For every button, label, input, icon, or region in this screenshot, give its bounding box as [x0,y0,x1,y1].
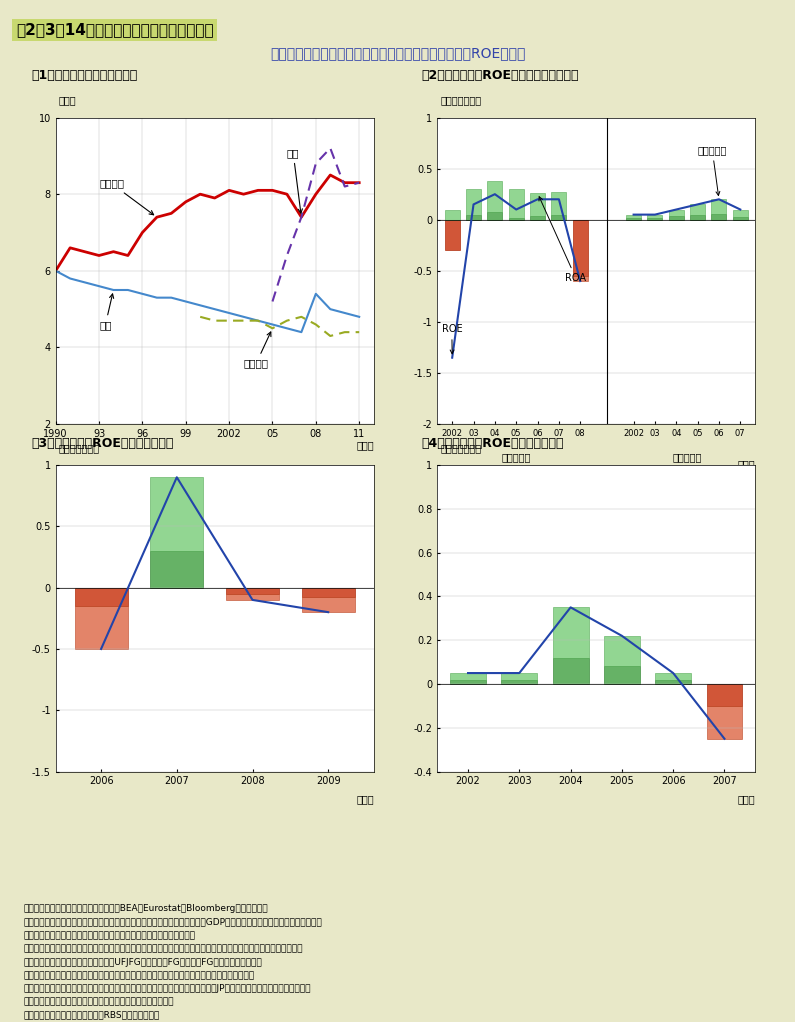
Bar [552,192,566,215]
Bar [733,210,748,217]
Bar [75,588,127,606]
Bar [690,204,705,215]
Bar [444,210,460,220]
Bar [572,220,588,276]
Text: ３．（２）～（４）におけるレバレッジは総資産／普通株式資本。各国に含まれる金融機関は以下の通り。: ３．（２）～（４）におけるレバレッジは総資産／普通株式資本。各国に含まれる金融機… [24,944,304,954]
Bar [553,658,588,684]
Bar [226,594,279,600]
Text: 旧投資銀行: 旧投資銀行 [502,452,531,462]
Bar [733,217,748,220]
Bar [466,189,481,215]
Text: ROE: ROE [441,324,462,354]
Text: （前年比、％）: （前年比、％） [59,443,100,453]
Bar [75,606,127,649]
Bar [530,216,545,220]
Bar [553,607,588,658]
Text: バニー、ウェルズ・ファーゴ: バニー、ウェルズ・ファーゴ [24,997,174,1007]
Bar [466,215,481,220]
Bar [530,193,545,216]
Text: レバレッジ: レバレッジ [698,145,727,195]
Bar [226,588,279,594]
Bar [707,706,743,739]
Bar [647,218,662,220]
Text: （2）金融機関のROEの推移（アメリカ）: （2）金融機関のROEの推移（アメリカ） [421,69,579,83]
Bar [302,598,355,612]
Text: 第2－3－14図　各国の金融部門の付加価値: 第2－3－14図 各国の金融部門の付加価値 [16,22,214,38]
Text: （％）: （％） [59,95,76,105]
Text: （3）金融機関のROEの推移（日本）: （3）金融機関のROEの推移（日本） [32,437,174,451]
Bar [655,673,691,680]
Text: アメリカ・英国においては、レバレッジの拡大によりROEが拡大: アメリカ・英国においては、レバレッジの拡大によりROEが拡大 [270,46,525,60]
Bar [444,220,460,250]
Bar [502,673,537,680]
Bar [150,551,204,588]
Text: ROA: ROA [539,196,586,283]
Text: ユーロ圏: ユーロ圏 [243,332,271,369]
Bar [690,215,705,220]
Text: ２．（１）では、日本は純付加価値、それ以外は粗付加価値の名目GDP比。ただし、日本以外は年金基金が金融: ２．（１）では、日本は純付加価値、それ以外は粗付加価値の名目GDP比。ただし、日… [24,918,323,927]
Bar [487,212,502,220]
Bar [712,199,727,214]
Text: （1）金融セクターの付加価値: （1）金融セクターの付加価値 [32,69,138,83]
Text: （備考）１．内閣府「国民経済計算」、BEA、Eurostat、Bloombergにより作成。: （備考）１．内閣府「国民経済計算」、BEA、Eurostat、Bloomberg… [24,904,269,914]
Bar [502,680,537,684]
Bar [669,210,684,216]
Text: （年）: （年） [738,459,755,469]
Bar [509,189,524,218]
Text: 日本　　　　　　　：三菱UFJFG・三井住友FG・みずほFG・三井住友信託銀行: 日本 ：三菱UFJFG・三井住友FG・みずほFG・三井住友信託銀行 [24,958,262,967]
Bar [487,181,502,212]
Text: アメリカ（旧商業銀行）：シティバンク、バンク・オブ・アメリカ、JPモルガン・チェース・アンド・カン: アメリカ（旧商業銀行）：シティバンク、バンク・オブ・アメリカ、JPモルガン・チェ… [24,984,312,993]
Text: （年）: （年） [356,794,374,804]
Bar [626,215,641,218]
Bar [150,477,204,551]
Bar [552,215,566,220]
Bar [604,636,640,666]
Bar [604,666,640,684]
Bar [509,218,524,220]
Bar [302,588,355,598]
Text: アメリカ（旧投資銀行）：ゴールドマン・サックスグループ、モルガン・スタンレー: アメリカ（旧投資銀行）：ゴールドマン・サックスグループ、モルガン・スタンレー [24,971,255,980]
Bar [647,215,662,218]
Text: アメリカ: アメリカ [99,179,153,215]
Text: （前年比、％）: （前年比、％） [440,443,482,453]
Text: 旧商業銀行: 旧商業銀行 [673,452,702,462]
Bar [450,673,486,680]
Bar [626,218,641,220]
Bar [655,680,691,684]
Text: （前年比、％）: （前年比、％） [440,95,482,105]
Text: （4）金融機関のROEの推移（英国）: （4）金融機関のROEの推移（英国） [421,437,564,451]
Text: （年）: （年） [356,440,374,451]
Bar [707,684,743,706]
Bar [669,216,684,220]
Text: （年）: （年） [738,794,755,804]
Text: 日本: 日本 [99,294,114,330]
Bar [712,214,727,220]
Text: 部門に含まれるなど金融セクターの詳細な定義は異なる。: 部門に含まれるなど金融セクターの詳細な定義は異なる。 [24,931,196,940]
Bar [572,276,588,281]
Text: 英国　　　　　　　：RBS、バークレイズ: 英国 ：RBS、バークレイズ [24,1011,160,1020]
Text: 英国: 英国 [287,148,302,214]
Bar [450,680,486,684]
